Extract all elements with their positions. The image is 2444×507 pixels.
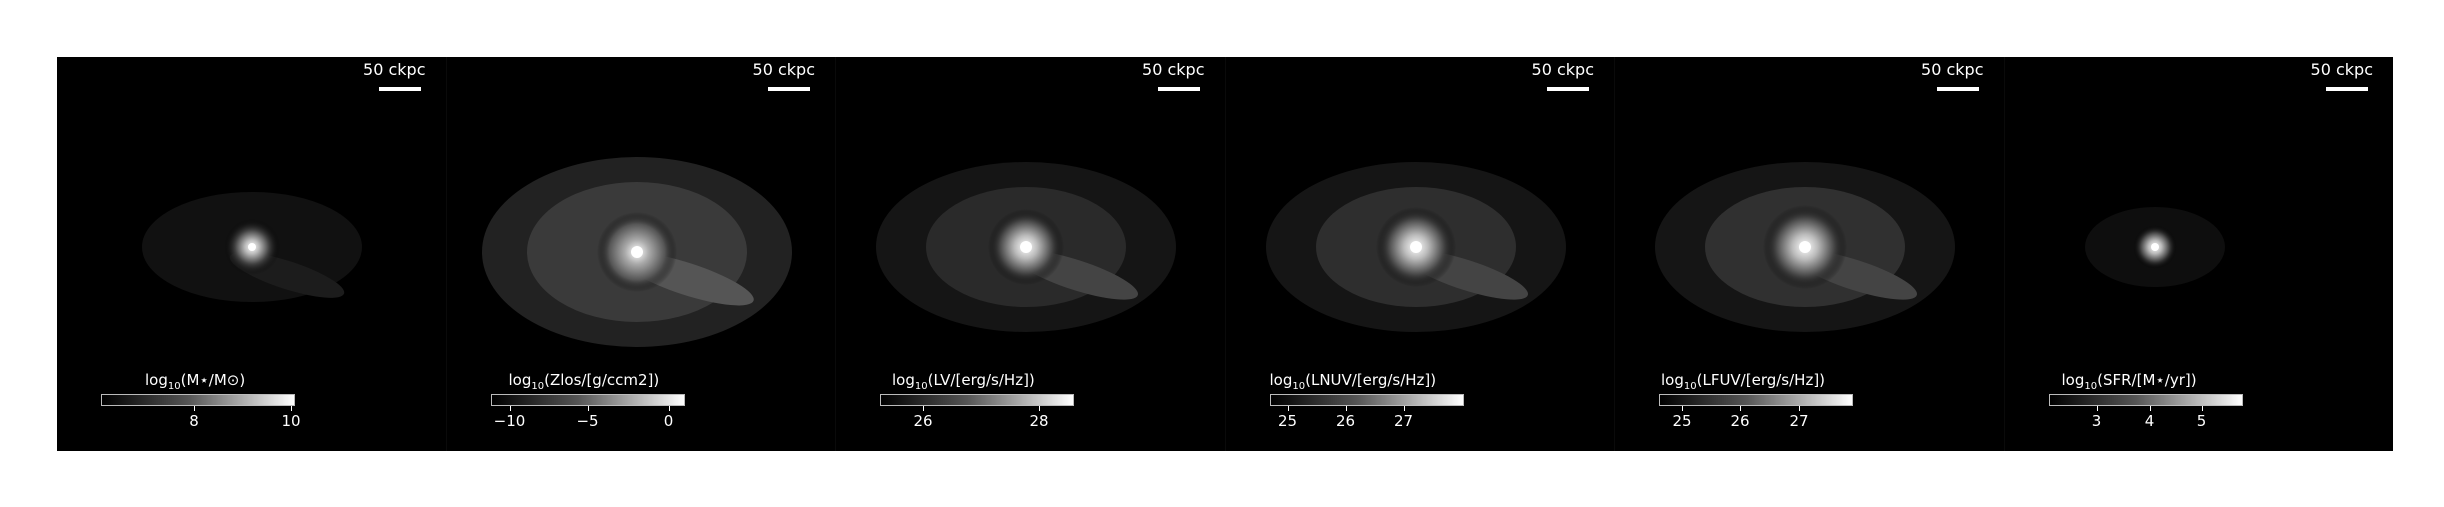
colorbar-tick (1039, 406, 1040, 411)
colorbar-title: log10(M⋆/M⊙) (145, 371, 246, 392)
colorbar-tick-label: −5 (576, 412, 599, 430)
colorbar-tick-label: 28 (1029, 412, 1049, 430)
colorbar (1269, 394, 1464, 406)
colorbar (880, 394, 1074, 406)
colorbar-tick-label: −10 (493, 412, 526, 430)
colorbar-tick (2096, 406, 2098, 411)
colorbar (2048, 394, 2243, 406)
scalebar-label: 50 ckpc (1921, 60, 1984, 79)
colorbar-tick (1287, 406, 1289, 411)
colorbar-tick-label: 26 (913, 412, 933, 430)
colorbar-tick-label: 25 (1672, 412, 1692, 430)
galaxy-image (1655, 162, 1955, 332)
colorbar-tick (2149, 406, 2151, 411)
scalebar (2326, 87, 2368, 91)
panel-fuv-luminosity: 50 ckpc log10(LFUV/[erg/s/Hz]) 25 26 27 (1614, 57, 2004, 451)
galaxy-image (876, 162, 1176, 332)
colorbar-tick-label: 4 (2144, 412, 2155, 430)
galaxy-image (1265, 162, 1566, 332)
colorbar-title: log10(LFUV/[erg/s/Hz]) (1661, 371, 1826, 392)
scalebar-label: 50 ckpc (2310, 60, 2373, 79)
galaxy-image (481, 157, 792, 347)
colorbar-tick (587, 406, 589, 411)
scalebar (1547, 87, 1589, 91)
scalebar (1157, 87, 1200, 91)
scalebar (768, 87, 810, 91)
colorbar-tick (1799, 406, 1800, 411)
colorbar-tick (1740, 406, 1741, 411)
scalebar-label: 50 ckpc (1142, 60, 1205, 79)
colorbar-tick (509, 406, 511, 411)
colorbar-tick-label: 26 (1730, 412, 1750, 430)
colorbar-tick (194, 406, 195, 411)
colorbar-tick-label: 26 (1335, 412, 1356, 430)
colorbar-tick-label: 27 (1393, 412, 1414, 430)
colorbar-tick-label: 27 (1789, 412, 1809, 430)
colorbar-title: log10(LV/[erg/s/Hz]) (892, 371, 1035, 392)
colorbar-tick (1403, 406, 1405, 411)
colorbar-tick-label: 5 (2196, 412, 2207, 430)
colorbar-tick-label: 3 (2091, 412, 2102, 430)
colorbar-title: log10(Zlos/[g/ccm2]) (508, 371, 660, 392)
colorbar-tick (1345, 406, 1347, 411)
colorbar-tick (923, 406, 924, 411)
galaxy-image (2084, 207, 2225, 287)
panel-metallicity: 50 ckpc log10(Zlos/[g/ccm2]) −10 −5 0 (445, 57, 835, 451)
colorbar-tick-label: 0 (663, 412, 674, 430)
scalebar (378, 87, 421, 91)
panel-nuv-luminosity: 50 ckpc log10(LNUV/[erg/s/Hz]) 25 26 27 (1224, 57, 1614, 451)
scalebar-label: 50 ckpc (752, 60, 815, 79)
colorbar-tick-label: 25 (1277, 412, 1298, 430)
scalebar (1936, 87, 1979, 91)
colorbar (101, 394, 295, 406)
panel-star-formation-rate: 50 ckpc log10(SFR/[M⋆/yr]) 3 4 5 (2003, 57, 2393, 451)
panel-stellar-mass: 50 ckpc log10(M⋆/M⊙) 8 10 (57, 57, 446, 451)
colorbar-tick-label: 10 (281, 412, 301, 430)
colorbar-title: log10(SFR/[M⋆/yr]) (2061, 371, 2197, 392)
colorbar-title: log10(LNUV/[erg/s/Hz]) (1269, 371, 1437, 392)
scalebar-label: 50 ckpc (1531, 60, 1594, 79)
panel-v-band-luminosity: 50 ckpc log10(LV/[erg/s/Hz]) 26 28 (835, 57, 1225, 451)
scalebar-label: 50 ckpc (363, 60, 426, 79)
colorbar-tick (291, 406, 292, 411)
colorbar (490, 394, 685, 406)
image-strip: 50 ckpc log10(M⋆/M⊙) 8 10 50 ckpc (57, 57, 2393, 451)
colorbar-tick-label: 8 (189, 412, 199, 430)
colorbar-tick (1682, 406, 1683, 411)
colorbar-tick (2201, 406, 2203, 411)
colorbar-tick (668, 406, 670, 411)
galaxy-image (142, 192, 362, 302)
colorbar (1659, 394, 1853, 406)
